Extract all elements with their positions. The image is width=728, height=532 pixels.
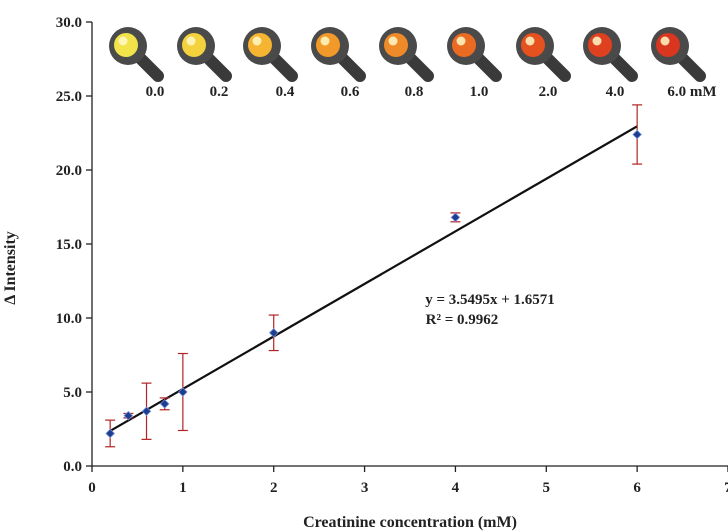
tube-spot: [177, 27, 232, 82]
data-point: [178, 387, 188, 397]
tube-spot: [311, 27, 366, 82]
data-points: [105, 104, 643, 448]
spot-highlight: [388, 36, 398, 46]
spot-highlight: [186, 36, 196, 46]
y-tick-label: 25.0: [56, 89, 82, 105]
trendline: [109, 125, 638, 432]
colored-spot: [182, 33, 206, 57]
colored-spot: [521, 33, 545, 57]
x-tick-label: 6: [633, 480, 641, 496]
data-point: [268, 328, 279, 338]
inset-label: 1.0: [470, 84, 489, 100]
colored-spot: [384, 33, 408, 57]
spot-highlight: [456, 36, 466, 46]
data-point-group: [105, 419, 116, 448]
data-point-group: [123, 410, 134, 421]
x-tick-label: 2: [270, 480, 278, 496]
y-axis-title: Δ Intensity: [2, 231, 19, 305]
spot-highlight: [660, 36, 670, 46]
x-tick-label: 7: [724, 480, 728, 496]
inset-label: 0.0: [146, 84, 165, 100]
x-tick-label: 1: [179, 480, 187, 496]
colored-spot: [656, 33, 680, 57]
tube-spot: [379, 27, 434, 82]
y-tick-label: 15.0: [56, 237, 82, 253]
y-tick-label: 5.0: [63, 385, 82, 401]
colorimetric-inset: 0.0 0.2 0.4 0.6 0.8 1.0 2.0 4.0 6.0 mM: [109, 27, 717, 100]
y-tick-label: 20.0: [56, 163, 82, 179]
tube-spot: [447, 27, 502, 82]
inset-label: 0.2: [210, 84, 229, 100]
data-point: [632, 129, 642, 140]
x-tick-label: 0: [88, 480, 96, 496]
tube-spot: [109, 27, 164, 82]
spot-highlight: [118, 36, 128, 46]
colored-spot: [316, 33, 340, 57]
x-axis-title: Creatinine concentration (mM): [303, 514, 517, 531]
inset-label: 2.0: [539, 84, 558, 100]
data-point: [159, 399, 170, 409]
spot-highlight: [320, 36, 330, 46]
data-point-group: [268, 314, 279, 352]
y-tick-label: 0.0: [63, 459, 82, 475]
y-tick-label: 30.0: [56, 15, 82, 31]
data-point-group: [141, 382, 152, 440]
y-tick-label: 10.0: [56, 311, 82, 327]
inset-label: 0.8: [405, 84, 424, 100]
x-tick-label: 5: [543, 480, 551, 496]
data-point-group: [632, 104, 643, 165]
colored-spot: [114, 33, 138, 57]
x-tick-label: 4: [452, 480, 460, 496]
tube-spot: [583, 27, 638, 82]
spot-highlight: [525, 36, 535, 46]
colored-spot: [248, 33, 272, 57]
data-point-group: [177, 352, 188, 432]
inset-label: 0.4: [276, 84, 295, 100]
r-squared-label: R² = 0.9962: [426, 312, 499, 328]
colored-spot: [452, 33, 476, 57]
data-point-group: [450, 212, 461, 223]
inset-label: 6.0 mM: [667, 84, 716, 100]
spot-highlight: [252, 36, 262, 46]
axes: 0.0 5.0 10.0 15.0 20.0 25.0 30.0 0 1 2 3 4 5 6 7: [56, 15, 728, 496]
colored-spot: [588, 33, 612, 57]
equation-label: y = 3.5495x + 1.6571: [425, 292, 555, 308]
tube-spot: [651, 27, 706, 82]
x-tick-label: 3: [361, 480, 369, 496]
data-point-group: [159, 397, 170, 411]
inset-label: 4.0: [606, 84, 625, 100]
data-point: [450, 212, 461, 223]
tube-spot: [243, 27, 298, 82]
data-point: [123, 410, 134, 421]
data-point: [141, 406, 152, 417]
trendline-group: [109, 125, 638, 432]
spot-highlight: [592, 36, 602, 46]
tube-spot: [516, 27, 571, 82]
inset-label: 0.6: [341, 84, 360, 100]
data-point: [105, 428, 115, 439]
